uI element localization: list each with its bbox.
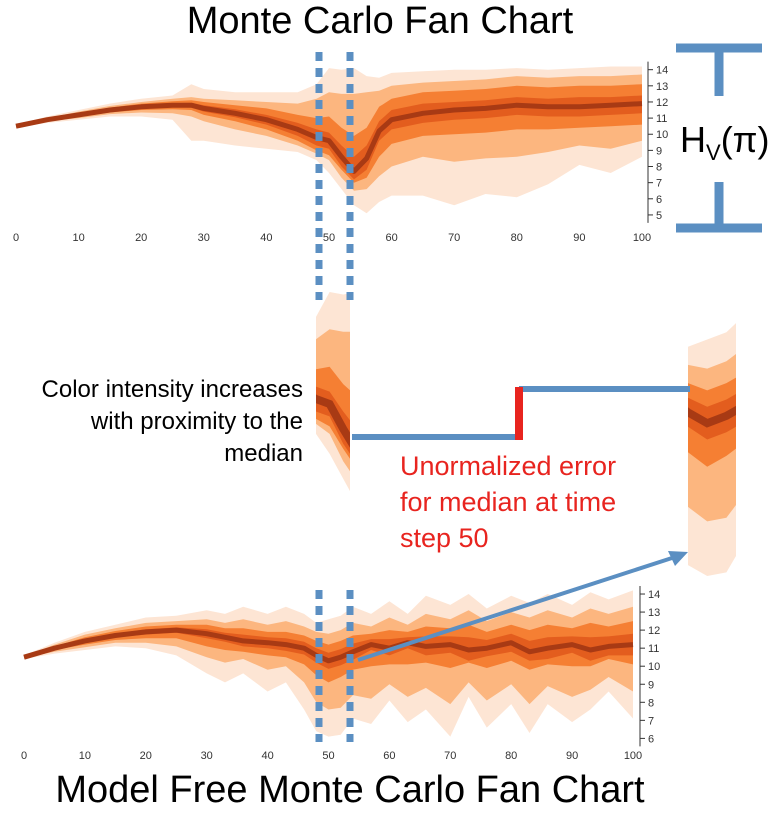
arrow-head bbox=[668, 551, 688, 566]
x-tick-label: 0 bbox=[21, 750, 27, 762]
x-tick-label: 40 bbox=[261, 750, 273, 762]
x-tick-label: 10 bbox=[79, 750, 91, 762]
median-slice-right bbox=[688, 323, 736, 576]
y-tick-label: 10 bbox=[656, 129, 668, 141]
x-tick-label: 50 bbox=[323, 232, 335, 244]
x-tick-label: 60 bbox=[385, 232, 397, 244]
y-tick-label: 7 bbox=[648, 715, 654, 727]
x-tick-label: 0 bbox=[13, 232, 19, 244]
y-tick-label: 14 bbox=[656, 65, 668, 77]
x-tick-label: 30 bbox=[201, 750, 213, 762]
y-tick-label: 8 bbox=[656, 162, 662, 174]
y-tick-label: 10 bbox=[648, 661, 660, 673]
y-tick-label: 12 bbox=[656, 97, 668, 109]
error-annotation-line-2: for median at time bbox=[400, 487, 617, 517]
x-tick-label: 20 bbox=[140, 750, 152, 762]
y-tick-label: 7 bbox=[656, 178, 662, 190]
x-tick-label: 80 bbox=[511, 232, 523, 244]
error-annotation-line-3: step 50 bbox=[400, 523, 489, 553]
slice-median bbox=[316, 394, 350, 448]
x-tick-label: 90 bbox=[573, 232, 585, 244]
slice-median bbox=[688, 405, 736, 428]
x-tick-label: 20 bbox=[135, 232, 147, 244]
x-tick-label: 70 bbox=[448, 232, 460, 244]
error-annotation: Unormalized error for median at time ste… bbox=[400, 448, 616, 556]
hv-label-main: H bbox=[680, 119, 706, 160]
y-tick-label: 13 bbox=[656, 81, 668, 93]
hv-label: HV(π) bbox=[680, 118, 770, 175]
median-slice-left bbox=[316, 292, 350, 492]
y-tick-label: 11 bbox=[648, 643, 659, 655]
y-tick-label: 6 bbox=[648, 733, 654, 745]
y-tick-label: 14 bbox=[648, 589, 660, 601]
x-tick-label: 60 bbox=[383, 750, 395, 762]
y-tick-label: 12 bbox=[648, 625, 660, 637]
intensity-annotation-line-2: with proximity to the bbox=[90, 408, 303, 435]
x-tick-label: 70 bbox=[444, 750, 456, 762]
y-tick-label: 6 bbox=[656, 194, 662, 206]
slice-band-core bbox=[688, 394, 736, 440]
y-tick-label: 11 bbox=[656, 113, 667, 125]
intensity-annotation: Color intensity increases with proximity… bbox=[42, 374, 303, 470]
monte-carlo-fan-chart: 0 10 20 30 40 50 60 70 80 90 100 5 6 7 8 9 10 11 12 13 14 bbox=[13, 61, 668, 244]
model-free-monte-carlo-fan-chart: 0 10 20 30 40 50 60 70 80 90 100 6 7 8 9 10 11 12 13 14 bbox=[21, 586, 660, 762]
hv-bracket bbox=[676, 43, 762, 233]
y-tick-label: 5 bbox=[656, 210, 662, 222]
hv-label-sub: V bbox=[706, 140, 721, 166]
intensity-annotation-line-1: Color intensity increases bbox=[41, 376, 303, 403]
slice-arrow bbox=[357, 551, 688, 662]
y-tick-label: 9 bbox=[648, 679, 654, 691]
intensity-annotation-line-3: median bbox=[224, 440, 303, 467]
arrow-shaft bbox=[357, 556, 673, 662]
error-annotation-line-1: Unormalized error bbox=[400, 451, 617, 481]
top-chart-title: Monte Carlo Fan Chart bbox=[186, 0, 574, 42]
bottom-chart-title: Model Free Monte Carlo Fan Chart bbox=[55, 769, 645, 811]
y-tick-label: 13 bbox=[648, 607, 660, 619]
x-tick-label: 30 bbox=[198, 232, 210, 244]
y-tick-label: 8 bbox=[648, 697, 654, 709]
x-tick-label: 100 bbox=[633, 232, 651, 244]
x-tick-label: 50 bbox=[322, 750, 334, 762]
band-core bbox=[16, 95, 642, 180]
x-tick-label: 10 bbox=[72, 232, 84, 244]
error-connector bbox=[352, 386, 690, 440]
hv-label-arg: (π) bbox=[720, 119, 770, 160]
x-tick-label: 100 bbox=[624, 750, 642, 762]
x-tick-label: 90 bbox=[566, 750, 578, 762]
x-tick-label: 40 bbox=[260, 232, 272, 244]
x-tick-label: 80 bbox=[505, 750, 517, 762]
y-tick-label: 9 bbox=[656, 145, 662, 157]
band-inner bbox=[24, 621, 633, 683]
median-line bbox=[15, 101, 643, 174]
